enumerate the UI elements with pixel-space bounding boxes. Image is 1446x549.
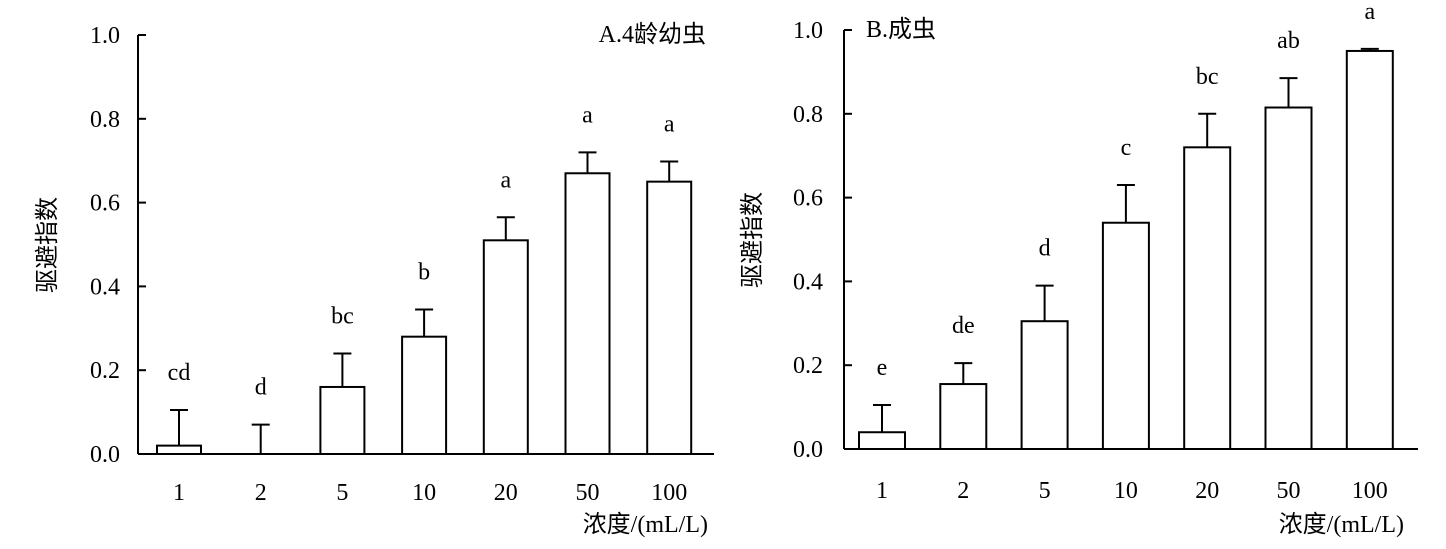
significance-letter: a — [1364, 0, 1375, 25]
y-axis-label: 驱避指数 — [34, 197, 61, 293]
y-tick-label: 0.2 — [90, 358, 120, 384]
significance-letter: d — [255, 375, 267, 401]
significance-letter: b — [418, 259, 430, 285]
x-tick-label: 1 — [173, 480, 185, 506]
y-tick-label: 0.2 — [793, 353, 823, 379]
significance-letter: bc — [1196, 64, 1219, 90]
significance-letter: d — [1039, 236, 1051, 262]
x-tick-label: 2 — [255, 480, 267, 506]
y-tick-label: 0.6 — [90, 191, 120, 217]
bar — [1101, 221, 1150, 450]
significance-letter: bc — [331, 303, 354, 329]
bar — [1020, 320, 1069, 450]
bar — [482, 239, 529, 455]
x-tick-label: 100 — [651, 480, 687, 506]
significance-letter: a — [582, 102, 593, 128]
significance-letter: ab — [1277, 28, 1300, 54]
panel-title: A.4龄幼虫 — [599, 21, 706, 48]
bar — [564, 172, 611, 456]
y-tick-label: 0.0 — [90, 442, 120, 468]
bar — [858, 431, 906, 450]
bar — [156, 444, 202, 455]
bar — [1183, 146, 1232, 450]
y-tick-label: 0.8 — [793, 102, 823, 128]
bar — [401, 335, 448, 455]
x-tick-label: 2 — [957, 478, 969, 504]
x-axis-label: 浓度/(mL/L) — [583, 511, 708, 538]
y-axis-label: 驱避指数 — [739, 192, 766, 288]
significance-letter: c — [1121, 135, 1132, 161]
y-tick-label: 0.6 — [793, 186, 823, 212]
x-tick-label: 20 — [1195, 478, 1219, 504]
chart-panel-a: 0.0 0.2 0.4 0.6 0.8 1.0 驱避指数 cd 1 d 2 bc 5 b 10 a 20 a 50 a… — [34, 21, 714, 538]
x-tick-label: 5 — [1039, 478, 1051, 504]
y-tick-label: 0.0 — [793, 437, 823, 463]
bar — [1264, 106, 1313, 450]
bar — [319, 385, 366, 455]
y-tick-label: 1.0 — [90, 23, 120, 49]
y-tick-label: 1.0 — [793, 18, 823, 44]
x-tick-label: 5 — [336, 480, 348, 506]
y-tick-label: 0.4 — [793, 269, 823, 295]
x-tick-label: 10 — [412, 480, 436, 506]
y-tick-label: 0.4 — [90, 274, 120, 300]
bar — [646, 180, 693, 455]
x-tick-label: 100 — [1352, 478, 1388, 504]
bar — [939, 383, 988, 450]
significance-letter: de — [952, 313, 975, 339]
x-tick-label: 50 — [576, 480, 600, 506]
significance-letter: a — [664, 112, 675, 138]
significance-letter: a — [500, 167, 511, 193]
bar — [1345, 49, 1394, 450]
chart-panel-b: 0.0 0.2 0.4 0.6 0.8 1.0 驱避指数 e 1 de 2 d 5 c 10 bc 20 ab 50… — [739, 0, 1418, 538]
significance-letter: e — [877, 355, 888, 381]
y-tick-label: 0.8 — [90, 107, 120, 133]
x-tick-label: 1 — [876, 478, 888, 504]
x-axis-label: 浓度/(mL/L) — [1279, 511, 1404, 538]
panel-title: B.成虫 — [866, 16, 936, 43]
x-tick-label: 10 — [1114, 478, 1138, 504]
x-tick-label: 50 — [1277, 478, 1301, 504]
significance-letter: cd — [168, 360, 191, 386]
x-tick-label: 20 — [494, 480, 518, 506]
